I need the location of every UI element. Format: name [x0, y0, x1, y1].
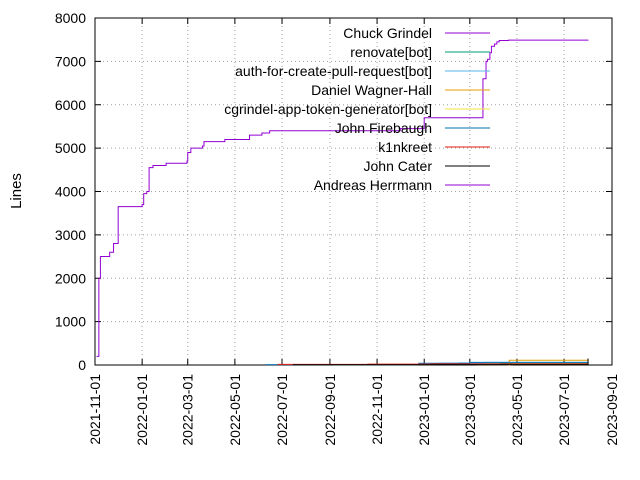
legend-label: auth-for-create-pull-request[bot] — [235, 63, 432, 79]
legend-label: cgrindel-app-token-generator[bot] — [224, 101, 432, 117]
y-axis: 0 1000 2000 3000 4000 5000 6000 7000 8000 — [55, 10, 612, 373]
y-tick-label: 7000 — [55, 53, 86, 69]
legend-label: John Firebaugh — [335, 120, 432, 136]
y-tick-label: 8000 — [55, 10, 86, 26]
y-tick-label: 0 — [78, 357, 86, 373]
x-tick-label: 2021-11-01 — [87, 374, 103, 445]
series-line-7 — [292, 358, 589, 366]
x-tick-label: 2022-07-01 — [274, 374, 290, 446]
x-tick-label: 2023-09-01 — [604, 374, 620, 446]
y-tick-label: 5000 — [55, 140, 86, 156]
series-lines — [96, 39, 589, 366]
legend-label: k1nkreet — [378, 139, 432, 155]
x-tick-label: 2023-07-01 — [556, 374, 572, 446]
x-tick-label: 2023-05-01 — [509, 374, 525, 446]
x-tick-label: 2022-11-01 — [369, 374, 385, 445]
legend-label: John Cater — [364, 158, 433, 174]
legend-label: Andreas Herrmann — [314, 177, 432, 193]
y-tick-label: 1000 — [55, 314, 86, 330]
x-tick-label: 2023-01-01 — [416, 374, 432, 446]
x-tick-label: 2022-01-01 — [134, 374, 150, 446]
y-tick-label: 2000 — [55, 270, 86, 286]
x-axis: 2021-11-01 2022-01-01 2022-03-01 2022-05-01… — [87, 18, 620, 446]
x-tick-label: 2022-03-01 — [180, 374, 196, 446]
legend: Chuck Grindel renovate[bot] auth-for-creat… — [224, 25, 490, 193]
legend-label: Chuck Grindel — [343, 25, 432, 41]
x-tick-label: 2023-03-01 — [462, 374, 478, 446]
y-tick-label: 3000 — [55, 227, 86, 243]
y-tick-label: 4000 — [55, 184, 86, 200]
legend-label: renovate[bot] — [350, 44, 432, 60]
x-tick-label: 2022-09-01 — [322, 374, 338, 446]
series-line-8 — [96, 39, 589, 357]
legend-label: Daniel Wagner-Hall — [311, 82, 432, 98]
y-tick-label: 6000 — [55, 97, 86, 113]
x-tick-label: 2022-05-01 — [227, 374, 243, 446]
y-axis-title: Lines — [8, 173, 25, 209]
